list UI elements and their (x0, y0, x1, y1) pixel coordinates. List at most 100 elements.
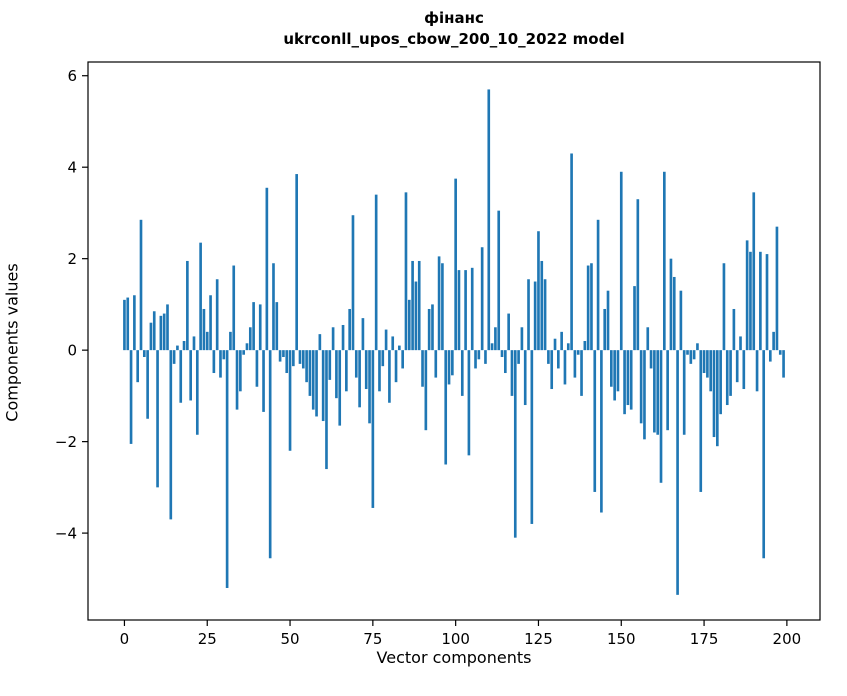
bar (547, 350, 550, 364)
bar (613, 350, 616, 401)
bar (335, 350, 338, 399)
bar (149, 322, 153, 351)
bar (709, 350, 713, 392)
bar (586, 265, 590, 351)
bar (172, 350, 176, 364)
bar (242, 350, 245, 355)
bar (288, 350, 292, 451)
y-axis-label: Components values (2, 263, 22, 422)
bar (351, 215, 355, 351)
bar (494, 327, 497, 351)
bar (189, 350, 192, 401)
bar (623, 350, 626, 415)
bar (354, 350, 358, 378)
bar (371, 350, 375, 508)
x-tick-label: 200 (773, 630, 802, 648)
bar (417, 260, 421, 351)
bar (610, 350, 613, 387)
bar (676, 350, 679, 595)
bar (474, 350, 477, 369)
y-tick-label: −2 (55, 433, 77, 451)
bar (421, 350, 424, 387)
bar (716, 350, 719, 447)
bar (576, 350, 580, 355)
bar (404, 192, 408, 351)
axes-spines (87, 61, 821, 621)
bar (129, 350, 133, 444)
bar (384, 329, 388, 351)
bar (126, 297, 130, 351)
bar (663, 171, 666, 351)
bar (219, 350, 222, 378)
bar (646, 327, 650, 351)
bar (543, 279, 547, 351)
bar (477, 350, 481, 360)
bar (282, 350, 285, 358)
bar (636, 199, 640, 351)
axes-group (87, 61, 821, 621)
y-tick-label: 4 (67, 158, 77, 176)
chart-title: фінанс ukrconll_upos_cbow_200_10_2022 mo… (88, 8, 820, 50)
bar (292, 350, 295, 367)
bar (719, 350, 722, 415)
bar (341, 324, 345, 351)
bar (702, 350, 706, 374)
bar (656, 350, 660, 435)
x-tick-label: 75 (363, 630, 382, 648)
bar (444, 350, 448, 465)
bar (142, 350, 146, 358)
bar (407, 299, 411, 351)
bar (225, 350, 229, 588)
bar (755, 350, 759, 392)
bar (460, 350, 464, 396)
bars-group (123, 89, 785, 595)
bar (666, 350, 669, 431)
bar (215, 279, 219, 351)
x-tick-label: 175 (690, 630, 719, 648)
bar (162, 313, 166, 351)
bar (394, 350, 398, 383)
bar (689, 350, 693, 364)
x-tick-label: 100 (441, 630, 470, 648)
y-tick-label: 2 (67, 250, 77, 268)
bar (424, 350, 428, 431)
bar (139, 219, 143, 351)
bar (530, 350, 534, 524)
bar (205, 331, 209, 351)
bar (195, 350, 199, 435)
bar (272, 263, 275, 351)
bar (762, 350, 766, 559)
bar (268, 350, 272, 559)
bar (510, 350, 514, 396)
bar (391, 336, 395, 351)
bar (378, 350, 381, 392)
bar (364, 350, 368, 390)
bar (735, 350, 739, 383)
bar (742, 350, 746, 390)
bar (192, 336, 196, 351)
bar (497, 210, 501, 351)
bar (434, 350, 438, 378)
bar (235, 350, 239, 410)
bar (745, 240, 749, 351)
bar (669, 258, 673, 351)
bar (368, 350, 371, 424)
bar (232, 265, 236, 351)
x-tick-label: 0 (120, 630, 130, 648)
x-axis-label: Vector components (376, 648, 532, 667)
bar (775, 226, 779, 351)
bar (659, 350, 663, 483)
bar (696, 343, 699, 351)
bar (500, 350, 504, 358)
bar (626, 350, 630, 406)
bar (692, 350, 696, 360)
bar (596, 219, 600, 351)
bar (186, 260, 189, 351)
bar (649, 350, 653, 369)
bar (590, 263, 593, 351)
bar (301, 350, 305, 369)
bar (328, 350, 332, 380)
bar (739, 336, 742, 351)
bar (616, 350, 620, 392)
